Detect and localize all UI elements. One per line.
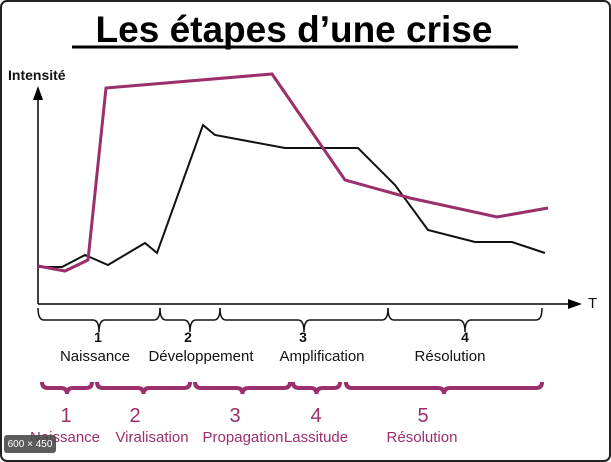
- phase-label: Propagation: [203, 429, 284, 446]
- badge: [4, 435, 56, 453]
- phase-number: 2: [184, 329, 192, 345]
- phase-label: Viralisation: [115, 429, 188, 446]
- phase-label: Résolution: [415, 348, 486, 365]
- phase-brace: [387, 307, 543, 333]
- phase-brace: [291, 381, 342, 395]
- phase-brace: [193, 381, 292, 395]
- original-curve: [38, 123, 546, 268]
- phase-brace: [37, 307, 161, 333]
- phase-brace: [344, 381, 544, 395]
- phase-brace: [159, 307, 221, 333]
- phase-number: 4: [461, 329, 469, 345]
- phase-number: 5: [417, 405, 428, 427]
- phase-number: 1: [94, 329, 102, 345]
- phase-brace: [40, 381, 94, 395]
- x-axis-label: T: [588, 295, 597, 312]
- x-arrow: [568, 299, 582, 309]
- phase-label: Résolution: [387, 429, 458, 446]
- phase-number: 3: [299, 329, 307, 345]
- y-axis-label: Intensité: [8, 67, 66, 83]
- phase-number: 4: [310, 405, 321, 427]
- phase-number: 2: [129, 405, 140, 427]
- phase-brace: [95, 381, 192, 395]
- phase-label: Développement: [148, 348, 254, 365]
- new-curve: [37, 72, 549, 273]
- phase-brace: [219, 307, 389, 333]
- phase-label: Amplification: [279, 348, 364, 365]
- title: Les étapes d’une crise: [96, 9, 493, 50]
- phase-label: Naissance: [60, 348, 130, 365]
- phase-label: Lassitude: [284, 429, 348, 446]
- badge-text: 600 × 450: [8, 439, 53, 450]
- phase-number: 3: [229, 405, 240, 427]
- y-arrow: [33, 86, 43, 100]
- phase-number: 1: [60, 405, 71, 427]
